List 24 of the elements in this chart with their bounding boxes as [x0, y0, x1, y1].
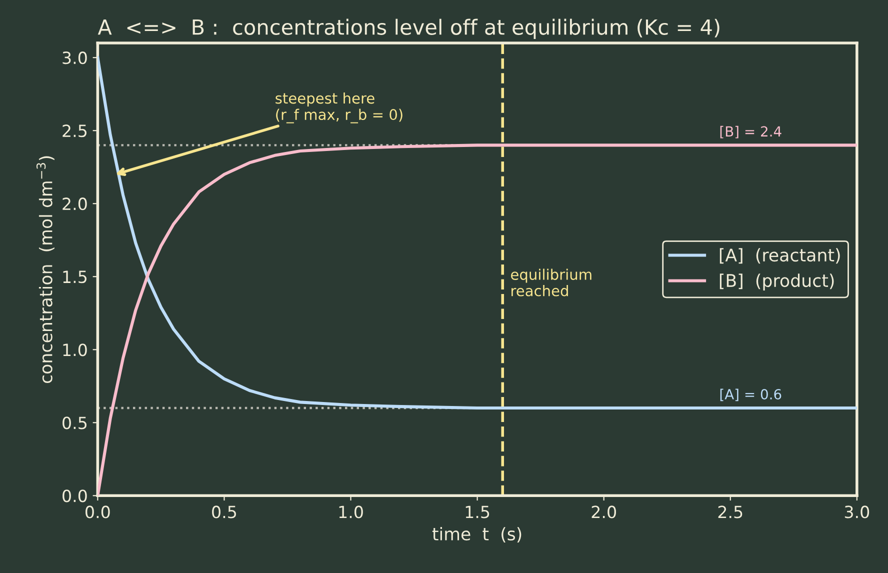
x-tick-label: 3.0	[844, 506, 870, 518]
x-tick-label: 0.0	[86, 506, 110, 518]
y-tick-label: 2.0	[62, 198, 87, 210]
x-tick-label: 1.0	[339, 506, 363, 518]
y-tick-label: 3.0	[62, 52, 87, 64]
y-axis-title: concentration (mol dm$^{−3}$)	[36, 156, 54, 384]
chart-title: A <=> B : concentrations level off at equilibrium (Kc = 4)	[98, 18, 720, 39]
legend-label: [A] (reactant)	[720, 248, 840, 264]
x-tick-label: 2.5	[718, 506, 742, 518]
legend-label: [B] (product)	[720, 274, 834, 290]
x-tick-label: 1.5	[466, 506, 490, 518]
annotation: steepest here (r_f max, r_b = 0)	[276, 92, 402, 124]
ref-line-label: [A] = 0.6	[720, 388, 782, 402]
x-tick-label: 2.0	[592, 506, 616, 518]
x-axis-title: time t (s)	[432, 527, 522, 543]
y-tick-label: 0.0	[62, 490, 87, 502]
x-tick-label: 0.5	[212, 506, 236, 518]
ref-line-label: equilibrium reached	[511, 268, 592, 296]
y-tick-label: 0.5	[62, 416, 87, 430]
ref-line-label: [B] = 2.4	[720, 126, 782, 138]
y-tick-label: 2.5	[62, 124, 87, 138]
y-tick-label: 1.0	[63, 344, 87, 356]
line-series	[98, 56, 857, 410]
y-tick-label: 1.5	[63, 270, 87, 284]
